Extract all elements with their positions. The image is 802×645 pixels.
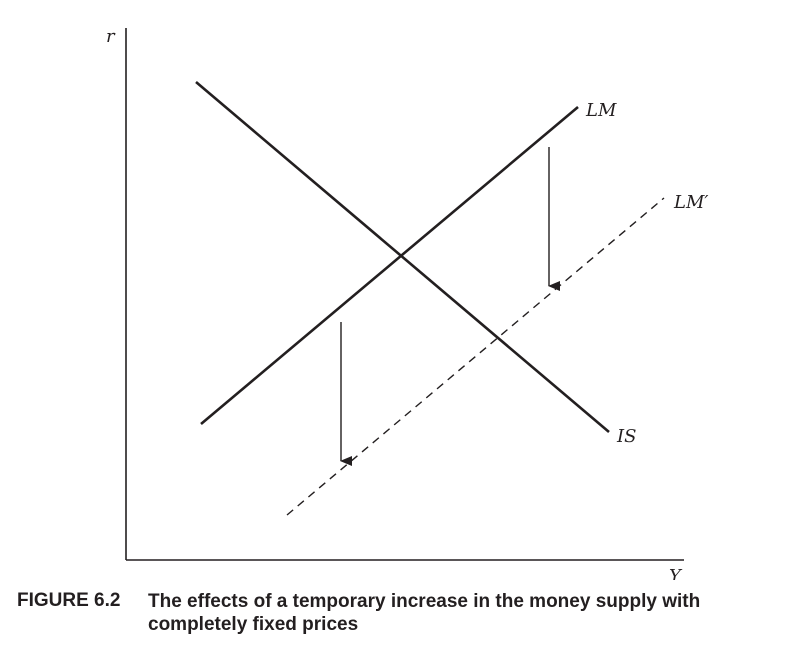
is-curve-label: IS xyxy=(616,426,636,447)
lm-curve-label: LM xyxy=(585,100,617,121)
lm-prime-curve-label: LM′ xyxy=(673,192,708,213)
y-axis-label: r xyxy=(106,26,116,47)
lm-prime-curve xyxy=(286,197,665,516)
is-lm-diagram: r Y IS LM LM′ xyxy=(106,26,708,580)
figure-caption-text: The effects of a temporary increase in t… xyxy=(148,591,701,635)
is-curve xyxy=(195,81,610,433)
lm-curve xyxy=(200,106,579,425)
figure-number: FIGURE 6.2 xyxy=(17,590,121,611)
x-axis-label: Y xyxy=(669,566,683,580)
